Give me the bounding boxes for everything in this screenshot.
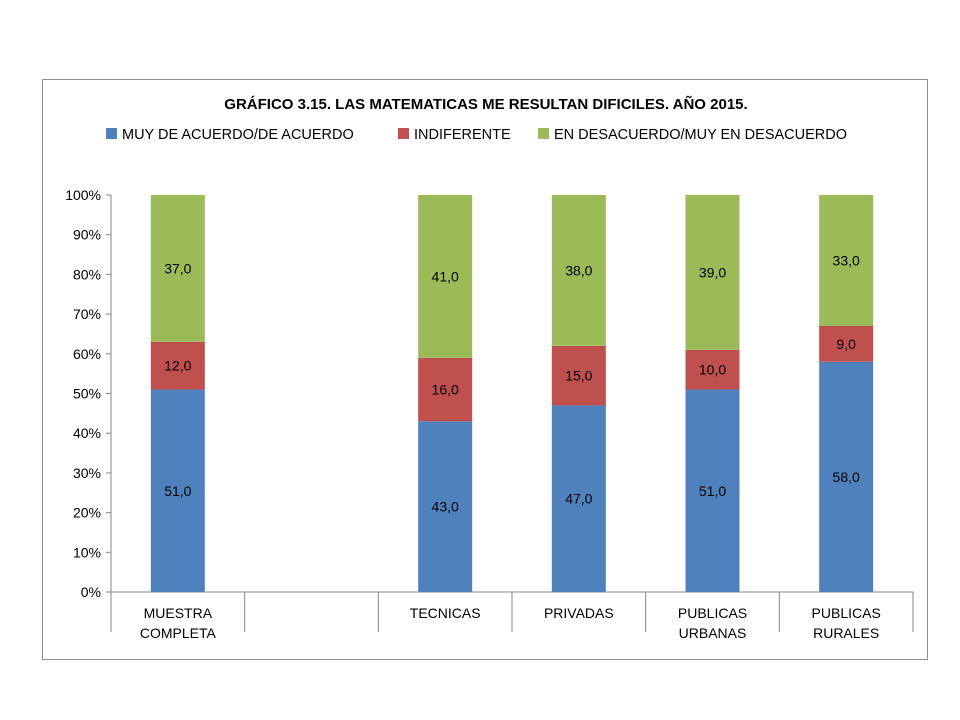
x-category-label: COMPLETA [140, 625, 217, 641]
data-label: 43,0 [432, 499, 459, 515]
data-label: 33,0 [833, 253, 860, 269]
chart-title: GRÁFICO 3.15. LAS MATEMATICAS ME RESULTA… [224, 95, 747, 113]
x-category-label: RURALES [813, 625, 879, 641]
data-label: 12,0 [164, 358, 191, 374]
bar-segment-0 [819, 361, 874, 592]
bar-segment-1 [418, 357, 473, 422]
x-category-label: MUESTRA [144, 605, 213, 621]
bar-segment-1 [551, 345, 606, 406]
x-category-label: PRIVADAS [544, 605, 614, 621]
data-label: 58,0 [833, 469, 860, 485]
data-label: 16,0 [432, 382, 459, 398]
chart-legend: MUY DE ACUERDO/DE ACUERDO INDIFERENTE EN D… [106, 127, 847, 143]
data-label: 9,0 [836, 336, 856, 352]
x-category-label: PUBLICAS [812, 605, 881, 621]
y-tick-label: 20% [73, 505, 101, 521]
data-label: 38,0 [565, 262, 592, 278]
y-tick-label: 10% [73, 544, 101, 560]
y-tick-label: 90% [73, 227, 101, 243]
legend-label-1: INDIFERENTE [414, 127, 511, 143]
y-tick-label: 30% [73, 465, 101, 481]
bar-segment-0 [551, 405, 606, 592]
bar-segment-2 [551, 195, 606, 346]
data-label: 15,0 [565, 368, 592, 384]
bar-segment-0 [418, 421, 473, 592]
data-label: 41,0 [432, 268, 459, 284]
bar-segment-0 [685, 389, 740, 592]
x-category-label: PUBLICAS [678, 605, 747, 621]
y-tick-label: 100% [65, 187, 101, 203]
legend-label-2: EN DESACUERDO/MUY EN DESACUERDO [554, 127, 847, 143]
data-label: 47,0 [565, 491, 592, 507]
bar-segment-0 [150, 389, 205, 592]
y-tick-label: 0% [81, 584, 101, 600]
data-labels: 51,0 12,0 37,0 43,0 16,0 41,0 47,0 15,0 38,0 51,0… [164, 253, 860, 515]
data-label: 39,0 [699, 264, 726, 280]
bar-segment-1 [819, 326, 874, 362]
bar-segment-2 [418, 195, 473, 358]
y-axis: 0% 10% 20% 30% 40% 50% 60% 70% 80% 90% 100% [65, 187, 112, 600]
bar-segment-1 [685, 349, 740, 390]
y-tick-label: 50% [73, 386, 101, 402]
y-tick-label: 80% [73, 266, 101, 282]
legend-swatch-0 [106, 128, 117, 139]
chart-svg: GRÁFICO 3.15. LAS MATEMATICAS ME RESULTA… [65, 95, 914, 641]
x-category-label: URBANAS [679, 625, 747, 641]
y-tick-label: 60% [73, 346, 101, 362]
legend-swatch-1 [398, 128, 409, 139]
legend-swatch-2 [538, 128, 549, 139]
bar-segment-2 [685, 195, 740, 350]
y-tick-label: 70% [73, 306, 101, 322]
data-label: 51,0 [164, 483, 191, 499]
data-label: 51,0 [699, 483, 726, 499]
data-label: 37,0 [164, 260, 191, 276]
x-axis: MUESTRA COMPLETA TECNICAS PRIVADAS PUBLICAS U… [110, 591, 914, 641]
y-tick-label: 40% [73, 425, 101, 441]
legend-label-0: MUY DE ACUERDO/DE ACUERDO [122, 127, 354, 143]
chart-frame: GRÁFICO 3.15. LAS MATEMATICAS ME RESULTA… [42, 79, 928, 660]
x-category-label: TECNICAS [410, 605, 481, 621]
bar-segment-1 [150, 341, 205, 390]
bar-segment-2 [150, 195, 205, 342]
bars [150, 195, 874, 592]
bar-segment-2 [819, 195, 874, 327]
data-label: 10,0 [699, 362, 726, 378]
